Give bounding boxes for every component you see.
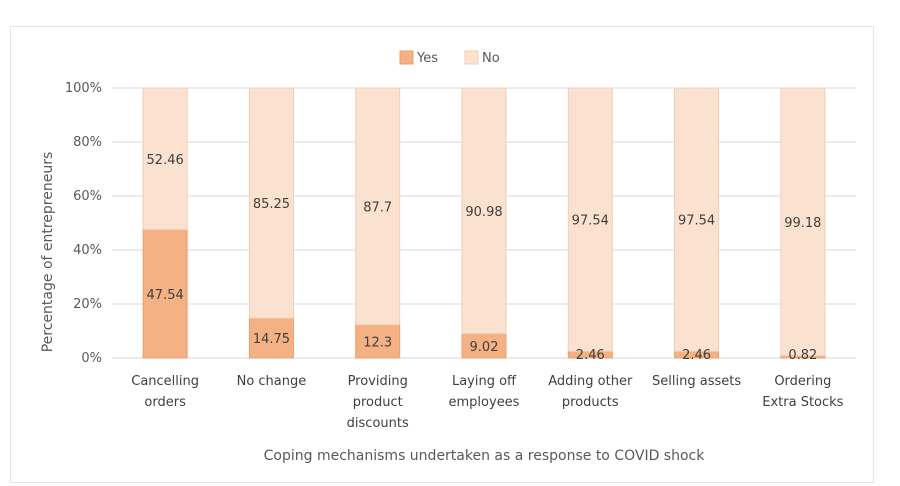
x-category-label-line: product (353, 395, 403, 410)
legend: Yes No (399, 50, 500, 66)
bar-no-2 (355, 87, 401, 326)
x-category-label-line: Ordering (774, 374, 831, 389)
bar-no-6 (780, 87, 826, 357)
x-category-label-line: discounts (347, 416, 409, 431)
x-category-label-line: products (562, 395, 619, 410)
x-category-label: Selling assets (652, 374, 741, 389)
x-category-label: Providing product discounts (347, 374, 409, 431)
x-category-label-line: No change (237, 374, 307, 389)
y-tick-label: 40% (73, 243, 102, 258)
bar-no-3 (461, 87, 507, 335)
bar-no-0 (142, 87, 188, 231)
bar-no-1 (248, 87, 294, 319)
data-label-no: 99.18 (784, 216, 821, 231)
bars (142, 87, 826, 359)
x-axis-title: Coping mechanisms undertaken as a respon… (264, 448, 706, 464)
y-tick-label: 100% (65, 81, 102, 96)
data-label-no: 85.25 (253, 197, 290, 212)
x-category-label-line: Selling assets (652, 374, 741, 389)
data-label-yes: 14.75 (253, 332, 290, 347)
legend-label-yes: Yes (416, 51, 438, 66)
data-label-yes: 2.46 (682, 348, 711, 363)
data-labels: 47.54 52.46 14.75 85.25 12.3 87.7 9.02 90.98 2.4… (147, 153, 822, 363)
bar-yes-2 (355, 324, 401, 359)
x-category-label: No change (237, 374, 307, 389)
legend-swatch-no (464, 50, 479, 65)
bar-no-5 (674, 87, 720, 352)
data-label-no: 87.7 (363, 200, 392, 215)
x-category-label-line: Adding other (548, 374, 633, 389)
bar-yes-3 (461, 333, 507, 359)
x-category-label-line: Cancelling (131, 374, 199, 389)
data-label-yes: 0.82 (788, 348, 817, 363)
x-category-label-line: Laying off (452, 374, 517, 389)
y-axis-title: Percentage of entrepreneurs (40, 152, 56, 353)
y-tick-label: 20% (73, 297, 102, 312)
y-tick-label: 0% (81, 351, 102, 366)
data-label-no: 90.98 (465, 205, 502, 220)
x-category-label: Adding other products (548, 374, 633, 410)
bar-no-4 (567, 87, 613, 352)
y-tick-label: 80% (73, 135, 102, 150)
data-label-no: 52.46 (147, 153, 184, 168)
data-label-yes: 2.46 (576, 348, 605, 363)
data-label-no: 97.54 (572, 214, 609, 229)
data-label-no: 97.54 (678, 214, 715, 229)
x-category-label: Laying off employees (449, 374, 520, 410)
legend-swatch-yes (399, 50, 414, 65)
x-category-label-line: employees (449, 395, 520, 410)
y-tick-label: 60% (73, 189, 102, 204)
x-category-label-line: Extra Stocks (762, 395, 843, 410)
x-category-label: Cancelling orders (131, 374, 199, 410)
x-category-label-line: Providing (348, 374, 408, 389)
legend-label-no: No (482, 51, 500, 66)
bar-yes-0 (142, 229, 188, 359)
x-category-label: Ordering Extra Stocks (762, 374, 843, 410)
y-tick-labels: 0% 20% 40% 60% 80% 100% (65, 81, 102, 366)
data-label-yes: 47.54 (147, 288, 184, 303)
x-category-label-line: orders (144, 395, 186, 410)
data-label-yes: 9.02 (470, 340, 499, 355)
x-category-labels: Cancelling orders No change Providing produc… (131, 374, 843, 431)
data-label-yes: 12.3 (363, 335, 392, 350)
